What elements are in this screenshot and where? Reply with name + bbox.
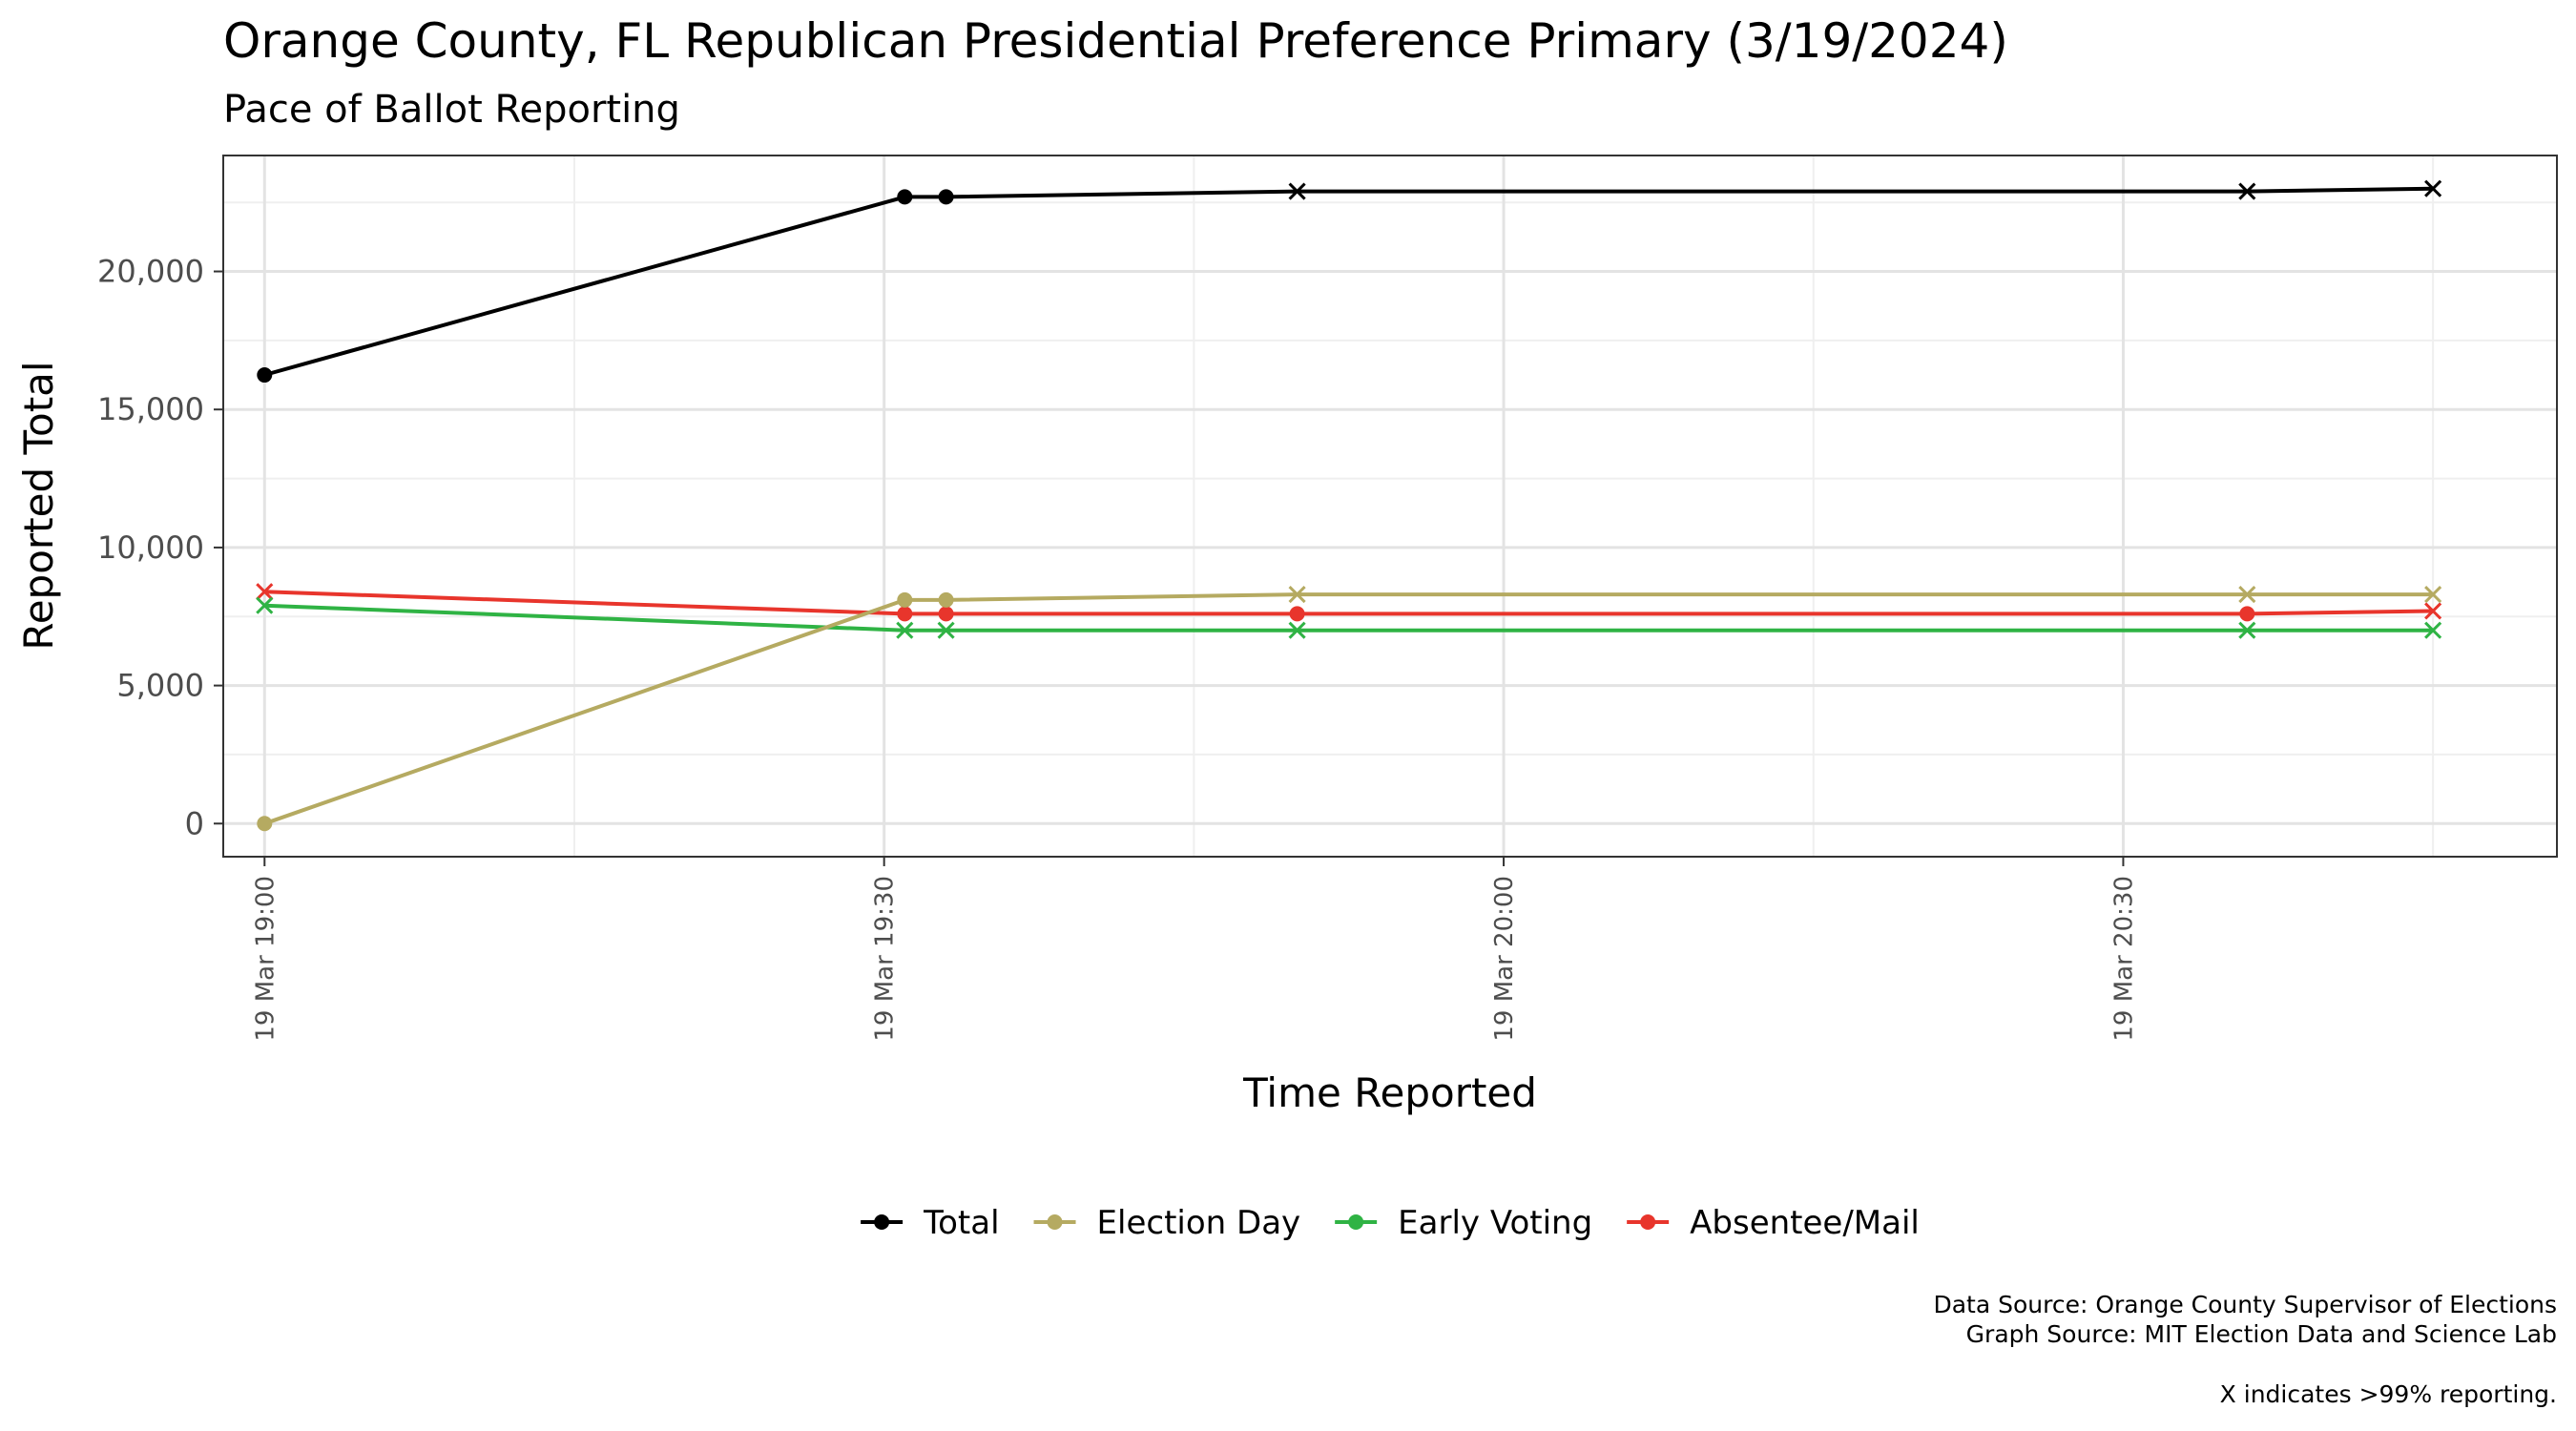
y-tick-label: 15,000 bbox=[97, 391, 204, 427]
y-axis: 0 5,000 10,000 15,000 20,000 bbox=[97, 254, 223, 841]
legend: Total Election Day Early Voting Absentee/Ma… bbox=[861, 1204, 1920, 1242]
legend-label: Total bbox=[923, 1204, 999, 1242]
point-absentee-mail bbox=[2424, 602, 2442, 620]
point-early-voting bbox=[1288, 621, 1306, 639]
legend-item-total: Total bbox=[861, 1204, 1000, 1242]
y-tick-label: 10,000 bbox=[97, 529, 204, 566]
caption-reporting-note: X indicates >99% reporting. bbox=[2220, 1380, 2557, 1408]
y-axis-title: Reported Total bbox=[15, 361, 62, 650]
plot-panel bbox=[223, 156, 2557, 857]
series-line-total bbox=[263, 186, 2434, 377]
x-axis: 19 Mar 19:00 19 Mar 19:30 19 Mar 20:00 19 M… bbox=[251, 857, 2138, 1042]
point-absentee-mail bbox=[1289, 606, 1305, 622]
point-election-day bbox=[257, 816, 273, 832]
point-total bbox=[2238, 182, 2256, 200]
chart-title: Orange County, FL Republican Presidentia… bbox=[223, 13, 2008, 69]
y-tick-label: 0 bbox=[185, 805, 204, 841]
series-line-absentee-mail bbox=[264, 590, 2434, 616]
point-early-voting bbox=[937, 621, 955, 639]
series-election-day bbox=[257, 586, 2442, 832]
legend-key-dot bbox=[1348, 1214, 1364, 1230]
y-tick-label: 20,000 bbox=[97, 254, 204, 290]
point-absentee-mail bbox=[897, 606, 913, 622]
legend-item-early-voting: Early Voting bbox=[1335, 1204, 1592, 1242]
legend-label: Election Day bbox=[1097, 1204, 1301, 1242]
point-early-voting bbox=[2238, 621, 2256, 639]
point-early-voting bbox=[256, 596, 274, 614]
point-total bbox=[938, 189, 954, 205]
legend-label: Absentee/Mail bbox=[1690, 1204, 1920, 1242]
legend-item-election-day: Election Day bbox=[1033, 1204, 1301, 1242]
x-tick-label: 19 Mar 20:30 bbox=[2109, 876, 2138, 1042]
point-election-day bbox=[2238, 586, 2256, 604]
legend-key-dot bbox=[874, 1214, 890, 1230]
point-total bbox=[2424, 179, 2442, 197]
x-tick-label: 19 Mar 20:00 bbox=[1490, 876, 1519, 1042]
point-total bbox=[1288, 182, 1306, 200]
legend-item-absentee-mail: Absentee/Mail bbox=[1627, 1204, 1920, 1242]
point-election-day bbox=[938, 591, 954, 608]
series-line-early-voting bbox=[264, 603, 2434, 633]
series-absentee-mail bbox=[256, 583, 2442, 622]
legend-key-dot bbox=[1047, 1214, 1063, 1230]
point-election-day bbox=[897, 591, 913, 608]
legend-label: Early Voting bbox=[1398, 1204, 1592, 1242]
point-total bbox=[257, 367, 273, 384]
point-absentee-mail bbox=[256, 583, 274, 601]
point-early-voting bbox=[896, 621, 914, 639]
point-early-voting bbox=[2424, 621, 2442, 639]
point-absentee-mail bbox=[938, 606, 954, 622]
x-tick-label: 19 Mar 19:30 bbox=[871, 876, 900, 1042]
point-absentee-mail bbox=[2239, 606, 2255, 622]
chart-subtitle: Pace of Ballot Reporting bbox=[223, 88, 680, 132]
plot-border bbox=[222, 155, 2558, 858]
grid-major bbox=[223, 156, 2557, 857]
series-layer bbox=[256, 179, 2442, 832]
caption-data-source: Data Source: Orange County Supervisor of… bbox=[1933, 1291, 2557, 1318]
y-tick-label: 5,000 bbox=[116, 668, 204, 704]
point-election-day bbox=[1288, 586, 1306, 604]
x-tick-label: 19 Mar 19:00 bbox=[251, 876, 280, 1042]
x-axis-title: Time Reported bbox=[1242, 1069, 1537, 1116]
point-total bbox=[897, 189, 913, 205]
series-early-voting bbox=[256, 596, 2442, 639]
point-election-day bbox=[2424, 586, 2442, 604]
series-line-election-day bbox=[263, 592, 2434, 826]
legend-key-dot bbox=[1640, 1214, 1656, 1230]
caption-graph-source: Graph Source: MIT Election Data and Scie… bbox=[1966, 1320, 2557, 1348]
series-total bbox=[257, 179, 2442, 384]
